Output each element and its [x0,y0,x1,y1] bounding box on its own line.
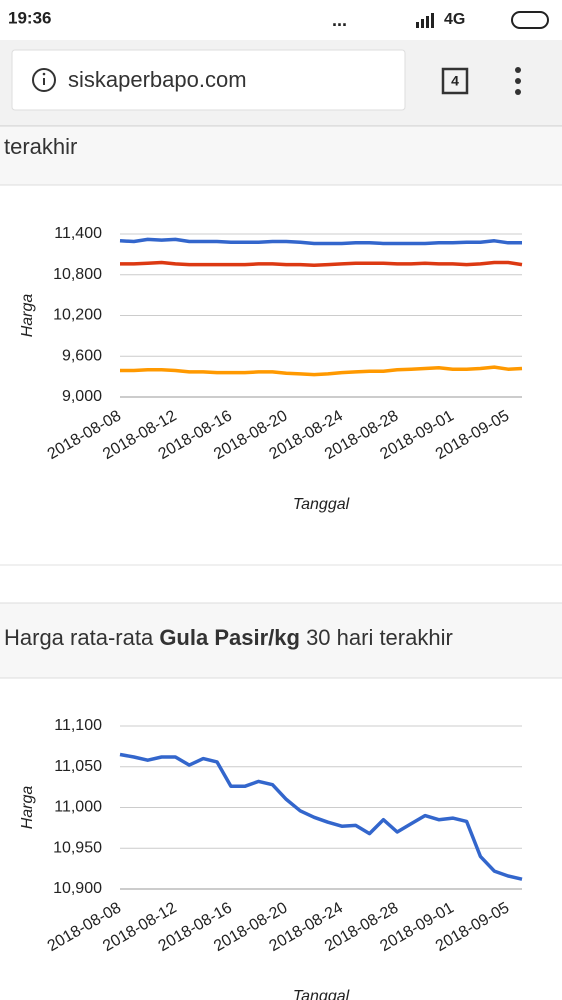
tab-count: 4 [451,73,459,89]
tab-switcher[interactable] [441,67,469,95]
title-part: Harga rata-rata [4,625,154,650]
info-icon-dot [42,72,46,76]
signal-icon [416,13,434,28]
y-tick-label: 11,400 [54,225,102,242]
section-title: Harga rata-rata Gula Pasir/kg 30 hari te… [4,625,453,650]
x-axis-label: Tanggal [293,988,350,1000]
series-line [119,237,522,246]
more-icon: ... [332,10,347,30]
series-line [120,260,523,267]
y-tick-label: 9,600 [62,347,102,364]
section-header [0,603,562,678]
status-bar [0,0,562,40]
title-part-bold: Gula Pasir/kg [159,625,300,650]
menu-button[interactable] [515,67,521,95]
y-tick-label: 10,200 [53,307,102,324]
y-tick-label: 10,800 [53,266,102,283]
battery-icon [511,11,549,29]
section-title: terakhir [4,134,77,159]
network-type: 4G [444,11,465,28]
x-axis-label: Tanggal [293,496,350,513]
series-line [120,365,523,377]
y-axis-label: Harga [19,294,36,338]
y-tick-label: 10,950 [53,839,102,856]
section-header [0,127,562,185]
info-icon[interactable] [32,68,56,92]
y-tick-label: 11,050 [54,758,102,775]
y-tick-label: 11,100 [54,717,102,734]
y-axis-label: Harga [19,786,36,830]
url-bar[interactable] [11,49,406,111]
y-tick-label: 9,000 [62,388,102,405]
clock: 19:36 [8,8,51,27]
y-tick-label: 11,000 [54,799,102,816]
y-tick-label: 10,900 [53,880,102,897]
url-text: siskaperbapo.com [68,67,247,92]
series-line [119,752,523,881]
title-part: 30 hari terakhir [306,625,453,650]
info-icon-stem [43,78,45,85]
